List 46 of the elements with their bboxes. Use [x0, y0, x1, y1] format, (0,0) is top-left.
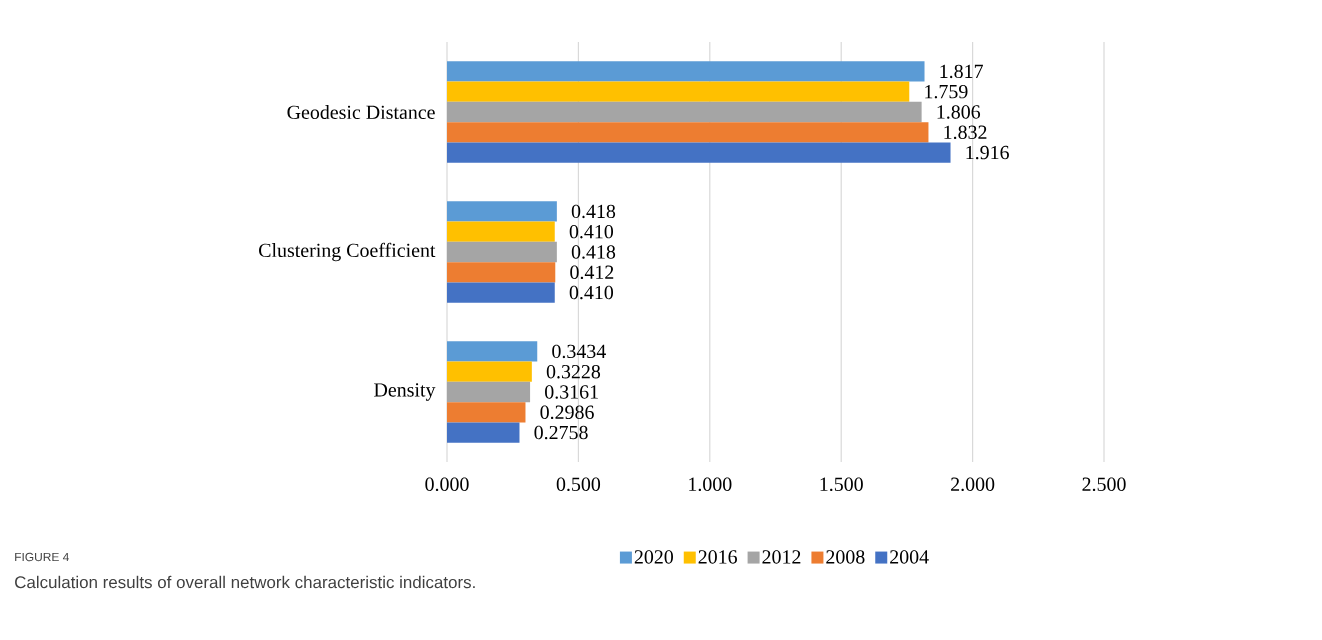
legend-label: 2004 [890, 550, 929, 564]
data-label: 0.410 [569, 285, 614, 300]
bar [447, 361, 532, 382]
bar [447, 122, 929, 143]
caption: FIGURE 4 [15, 552, 69, 562]
bar [447, 402, 526, 423]
data-label: 0.3434 [552, 344, 606, 359]
bar [447, 81, 910, 102]
bar [447, 282, 555, 303]
legend-label: 2008 [826, 550, 865, 564]
text: Calculation results of overall network characteristic indicators. [15, 575, 475, 589]
x-tick-label: 2.500 [1082, 477, 1126, 492]
y-tick-label: Geodesic Distance [287, 104, 435, 119]
data-label: 0.410 [569, 224, 614, 239]
bar [447, 221, 555, 242]
data-label: 0.412 [570, 265, 614, 280]
bar [447, 262, 556, 283]
bar [447, 142, 951, 163]
data-label: 0.2986 [540, 405, 594, 420]
bar [447, 422, 520, 443]
data-label: 1.832 [944, 125, 987, 140]
data-label: 1.817 [940, 64, 983, 79]
data-label: 1.759 [925, 84, 968, 99]
data-label: 1.806 [937, 105, 981, 119]
x-tick-label: 1.000 [689, 477, 732, 492]
bar [447, 101, 922, 123]
legend-label: 2020 [634, 550, 673, 564]
bar [447, 61, 925, 82]
legend-label: 2012 [762, 550, 801, 564]
x-tick-label: 0.000 [425, 477, 469, 492]
bar [447, 381, 531, 403]
x-tick-label: 1.500 [820, 477, 863, 492]
bar [447, 201, 557, 222]
y-tick-label: Density [374, 383, 436, 401]
data-label: 0.418 [571, 204, 616, 219]
bar [447, 341, 538, 362]
y-tick-label: Clustering Coefficient [259, 242, 436, 262]
data-label: 0.2758 [534, 425, 588, 440]
x-tick-label: 2.000 [951, 477, 995, 492]
data-label: 0.3161 [545, 385, 598, 399]
legend-label: 2016 [698, 550, 738, 564]
data-label: 0.418 [571, 245, 616, 259]
bar [447, 241, 557, 263]
data-label: 0.3228 [546, 364, 601, 379]
data-label: 1.916 [966, 145, 1009, 160]
x-tick-label: 0.500 [556, 477, 601, 492]
